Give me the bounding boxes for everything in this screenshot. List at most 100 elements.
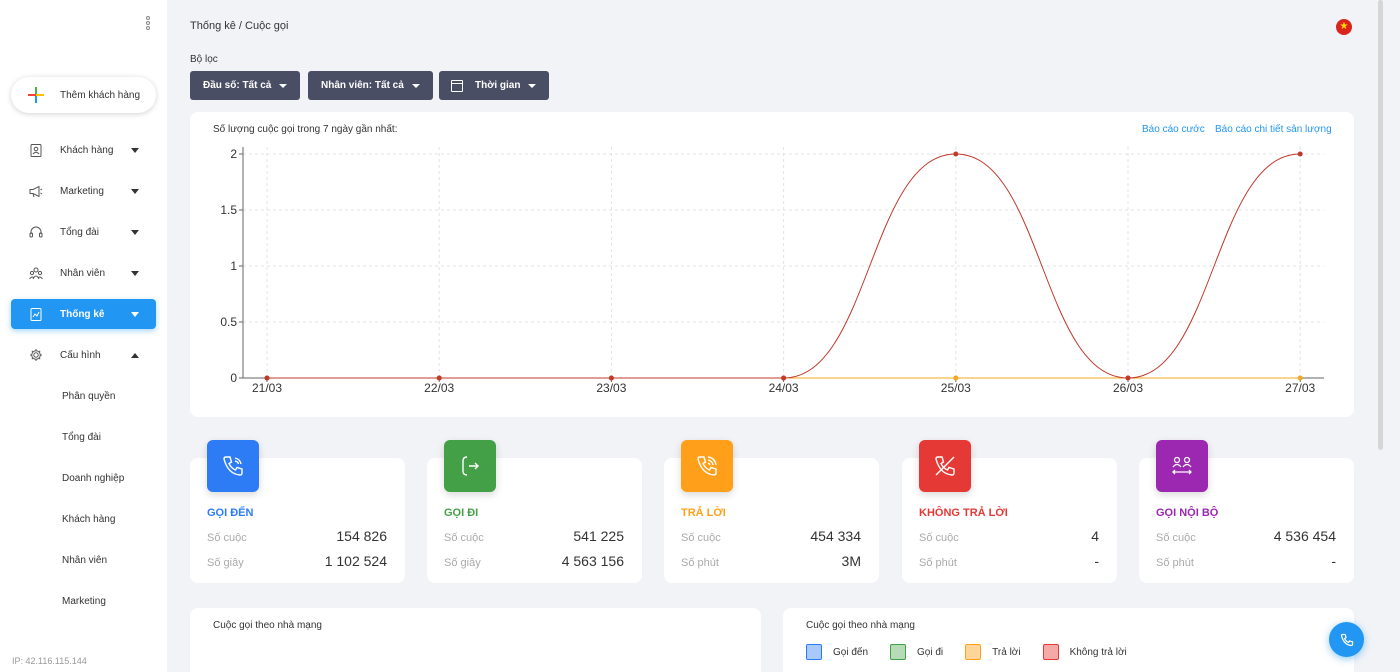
stat-value: 454 334	[810, 528, 861, 544]
chevron-down-icon	[279, 83, 288, 88]
sidebar-item-label: Marketing	[60, 185, 104, 197]
sidebar-item-label: Khách hàng	[60, 144, 114, 156]
stat-value: -	[1331, 553, 1336, 569]
page-scrollbar[interactable]	[1378, 0, 1383, 450]
chart-legend: Gọi đến Gọi đi Trả lời Không trả lời	[806, 644, 1149, 660]
sidebar-item-label: Tổng đài	[60, 226, 99, 238]
data-point	[781, 375, 787, 381]
more-options-icon[interactable]	[143, 16, 153, 34]
data-point	[1297, 375, 1303, 381]
call-fab-button[interactable]	[1329, 622, 1364, 657]
gear-icon	[29, 348, 43, 362]
sidebar-item-staff[interactable]: Nhân viên	[11, 258, 156, 288]
prefix-filter-button[interactable]: Đầu số: Tất cả	[190, 71, 301, 100]
stat-title: KHÔNG TRẢ LỜI	[919, 507, 1008, 519]
stat-key: Số giây	[444, 557, 481, 569]
sidebar-item-label: Cấu hình	[60, 349, 101, 361]
submenu-item-permissions[interactable]: Phân quyền	[62, 391, 116, 402]
output-detail-report-link[interactable]: Báo cáo chi tiết sản lượng	[1215, 124, 1332, 135]
x-tick-label: 23/03	[596, 381, 626, 395]
phone-icon	[1340, 633, 1353, 646]
data-point	[953, 151, 959, 157]
stat-value: 4 536 454	[1273, 528, 1336, 544]
x-tick-label: 22/03	[424, 381, 454, 395]
data-point	[608, 375, 614, 381]
legend-label: Trả lời	[992, 646, 1021, 658]
y-tick-label: 0	[230, 371, 237, 385]
submenu-item-marketing[interactable]: Marketing	[62, 596, 106, 607]
stat-value: 541 225	[573, 528, 624, 544]
team-icon	[29, 266, 43, 280]
staff-filter-button[interactable]: Nhân viên: Tất cả	[308, 71, 433, 100]
sidebar-item-switchboard[interactable]: Tổng đài	[11, 217, 156, 247]
legend-item-answered[interactable]: Trả lời	[965, 644, 1021, 660]
vietnam-flag-icon[interactable]: ★	[1336, 19, 1352, 35]
fee-report-link[interactable]: Báo cáo cước	[1142, 124, 1205, 135]
contact-book-icon	[29, 143, 43, 157]
stat-key: Số cuộc	[1156, 532, 1196, 544]
stat-title: TRẢ LỜI	[681, 507, 726, 519]
x-tick-label: 27/03	[1285, 381, 1315, 395]
carrier-calls-card-right: Cuộc gọi theo nhà mạng Gọi đến Gọi đi Tr…	[783, 608, 1354, 672]
sidebar-item-customers[interactable]: Khách hàng	[11, 135, 156, 165]
submenu-item-switchboard[interactable]: Tổng đài	[62, 432, 101, 443]
legend-item-missed[interactable]: Không trả lời	[1042, 644, 1127, 660]
stat-key: Số cuộc	[919, 532, 959, 544]
sidebar-item-marketing[interactable]: Marketing	[11, 176, 156, 206]
chevron-down-icon	[528, 83, 537, 88]
stat-value: 1 102 524	[324, 553, 387, 569]
chevron-down-icon	[131, 188, 139, 194]
phone-incoming-icon	[207, 440, 259, 492]
submenu-item-customers[interactable]: Khách hàng	[62, 514, 116, 525]
chevron-up-icon	[131, 352, 139, 358]
stat-key: Số phút	[919, 557, 957, 569]
chevron-down-icon	[131, 270, 139, 276]
x-tick-label: 21/03	[252, 381, 282, 395]
add-customer-button[interactable]: Thêm khách hàng	[11, 77, 156, 113]
sidebar-item-statistics[interactable]: Thống kê	[11, 299, 156, 329]
stat-key: Số giây	[207, 557, 244, 569]
sidebar-item-label: Nhân viên	[60, 267, 106, 279]
chevron-down-icon	[131, 311, 139, 317]
breadcrumb: Thống kê / Cuộc gọi	[190, 20, 289, 32]
stat-title: GỌI NỘI BỘ	[1156, 507, 1219, 519]
calls-line-chart: 0 0.5 1 1.5 2 21/03 22/03 23/03 24/03 25/03 26/03 2…	[220, 147, 1324, 395]
data-point	[953, 375, 959, 381]
calls-chart-card: 0 0.5 1 1.5 2 21/03 22/03 23/03 24/03 25/03 26/03 2…	[190, 112, 1354, 417]
carrier-calls-title: Cuộc gọi theo nhà mạng	[806, 620, 915, 631]
legend-item-outgoing[interactable]: Gọi đi	[890, 644, 943, 660]
stat-card-incoming: GỌI ĐẾN Số cuộc 154 826 Số giây 1 102 524	[190, 440, 405, 583]
carrier-calls-card-left: Cuộc gọi theo nhà mạng	[190, 608, 761, 672]
stat-key: Số cuộc	[207, 532, 247, 544]
carrier-calls-title: Cuộc gọi theo nhà mạng	[213, 620, 322, 631]
stat-key: Số cuộc	[444, 532, 484, 544]
legend-swatch	[965, 644, 982, 660]
stat-title: GỌI ĐI	[444, 507, 479, 519]
stat-title: GỌI ĐẾN	[207, 507, 254, 519]
submenu-item-staff[interactable]: Nhân viên	[62, 555, 108, 566]
ip-address: IP: 42.116.115.144	[12, 656, 87, 666]
x-tick-label: 24/03	[769, 381, 799, 395]
data-point	[436, 375, 442, 381]
sidebar-item-settings[interactable]: Cấu hình	[11, 340, 156, 370]
prefix-filter-label: Đầu số: Tất cả	[203, 80, 272, 91]
chevron-down-icon	[131, 147, 139, 153]
data-point	[1125, 375, 1131, 381]
legend-item-incoming[interactable]: Gọi đến	[806, 644, 868, 660]
stat-card-answered: TRẢ LỜI Số cuộc 454 334 Số phút 3M	[664, 440, 879, 583]
time-filter-button[interactable]: Thời gian	[439, 71, 550, 100]
headset-icon	[29, 225, 43, 239]
series-line	[267, 153, 1301, 379]
sidebar-item-label: Thống kê	[60, 308, 105, 320]
stat-value: 4	[1091, 528, 1099, 544]
stat-card-outgoing: GỌI ĐI Số cuộc 541 225 Số giây 4 563 156	[427, 440, 642, 583]
y-tick-label: 1.5	[220, 203, 237, 217]
stat-value: 4 563 156	[561, 553, 624, 569]
submenu-item-enterprise[interactable]: Doanh nghiệp	[62, 473, 125, 484]
data-point	[1297, 151, 1303, 157]
add-customer-label: Thêm khách hàng	[60, 89, 141, 101]
phone-outgoing-icon	[444, 440, 496, 492]
phone-missed-icon	[919, 440, 971, 492]
plus-icon	[28, 87, 44, 103]
report-icon	[29, 307, 43, 321]
